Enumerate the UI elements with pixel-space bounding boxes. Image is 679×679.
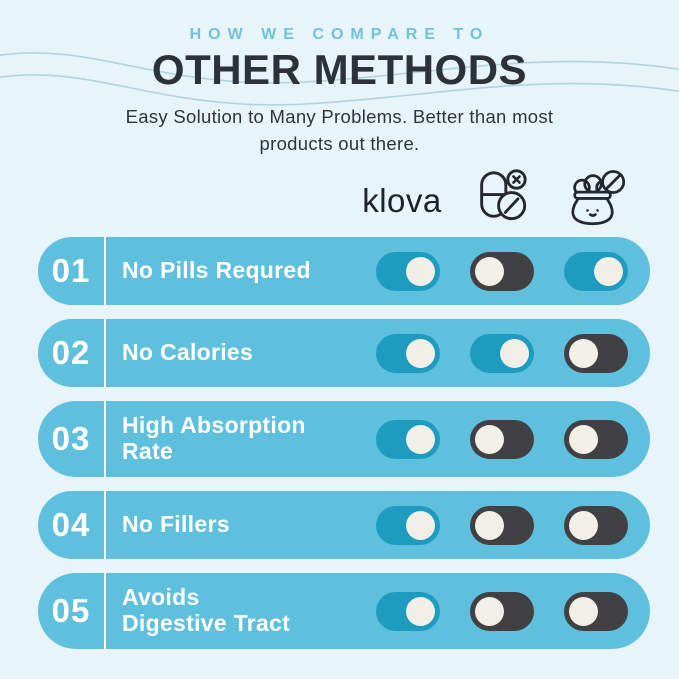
row-toggles [376, 251, 650, 291]
comparison-rows: 01 No Pills Requred 02 No Calories [38, 237, 650, 649]
toggle-knob [475, 424, 504, 454]
toggle-knob [406, 510, 435, 540]
row-number: 04 [51, 506, 91, 543]
toggle-knob [569, 424, 598, 454]
comparison-row-03: 03 High Absorption Rate [38, 401, 650, 477]
toggle-knob [594, 256, 623, 286]
row-label-line: Digestive Tract [122, 610, 291, 636]
toggle-gummies[interactable] [564, 419, 628, 459]
row-label: No Fillers [122, 511, 376, 538]
row-label-line: High Absorption [122, 412, 306, 439]
page-title: OTHER METHODS [151, 46, 528, 93]
toggle-pills[interactable] [470, 333, 534, 373]
row-label-line: No Fillers [122, 511, 230, 538]
row-toggles [376, 591, 650, 631]
toggle-gummies[interactable] [564, 251, 628, 291]
toggle-knob [500, 338, 529, 368]
toggle-pills[interactable] [470, 591, 534, 631]
row-label: No Calories [122, 339, 376, 366]
no-gummies-bag-icon [560, 170, 626, 227]
toggle-knob [406, 338, 435, 368]
toggle-pills[interactable] [470, 505, 534, 545]
row-label: High Absorption Rate [122, 412, 376, 465]
header-subtitle: Easy Solution to Many Problems. Better t… [0, 104, 679, 158]
row-label-line: No Calories [122, 339, 254, 366]
row-divider [104, 237, 106, 305]
row-label: Avoids Digestive Tract [122, 584, 376, 637]
subtitle-line: Easy Solution to Many Problems. Better t… [125, 106, 554, 127]
row-label-line: No Pills Requred [122, 257, 311, 284]
toggle-knob [475, 256, 504, 286]
comparison-row-05: 05 Avoids Digestive Tract [38, 573, 650, 649]
toggle-pills[interactable] [470, 251, 534, 291]
row-divider [104, 319, 106, 387]
toggle-gummies[interactable] [564, 505, 628, 545]
comparison-row-02: 02 No Calories [38, 319, 650, 387]
toggle-klova[interactable] [376, 333, 440, 373]
toggle-klova[interactable] [376, 591, 440, 631]
toggle-gummies[interactable] [564, 591, 628, 631]
no-pills-icon [472, 166, 530, 224]
toggle-knob [475, 596, 504, 626]
row-number: 05 [51, 592, 91, 629]
comparison-row-01: 01 No Pills Requred [38, 237, 650, 305]
toggle-knob [406, 424, 435, 454]
subtitle-line: products out there. [259, 132, 420, 154]
toggle-knob [406, 256, 435, 286]
klova-logo: klova [362, 182, 442, 219]
toggle-klova[interactable] [376, 251, 440, 291]
toggle-knob [569, 338, 598, 368]
comparison-row-04: 04 No Fillers [38, 491, 650, 559]
row-label: No Pills Requred [122, 257, 376, 284]
row-divider [104, 573, 106, 649]
row-label-line: Avoids [122, 584, 200, 611]
toggle-klova[interactable] [376, 505, 440, 545]
toggle-pills[interactable] [470, 419, 534, 459]
row-divider [104, 491, 106, 559]
row-toggles [376, 505, 650, 545]
toggle-knob [406, 596, 435, 626]
row-number: 02 [51, 334, 91, 371]
row-divider [104, 401, 106, 477]
toggle-klova[interactable] [376, 419, 440, 459]
toggle-knob [569, 596, 598, 626]
wave-decoration [0, 52, 679, 106]
row-label-line: Rate [122, 438, 174, 464]
header-kicker: HOW WE COMPARE TO [189, 26, 490, 43]
row-number: 01 [51, 252, 91, 289]
row-number: 03 [51, 420, 91, 457]
toggle-knob [475, 510, 504, 540]
row-toggles [376, 419, 650, 459]
toggle-knob [569, 510, 598, 540]
toggle-gummies[interactable] [564, 333, 628, 373]
row-toggles [376, 333, 650, 373]
